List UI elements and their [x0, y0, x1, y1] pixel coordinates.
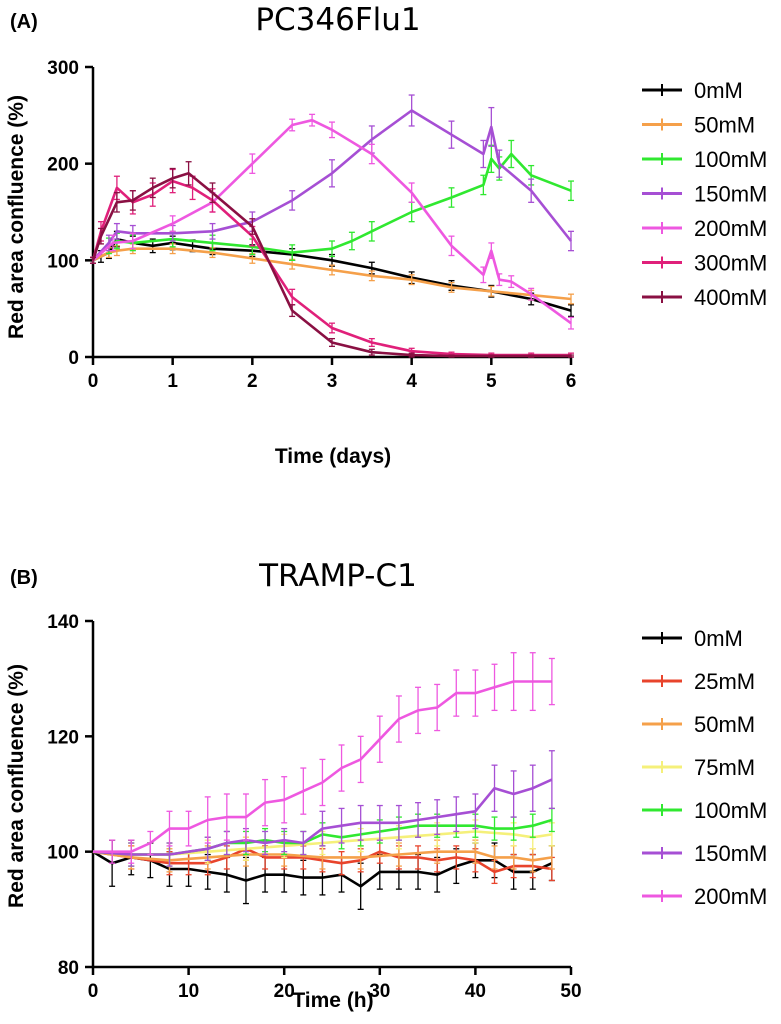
panel-a-y-axis-title: Red area confluence (%) — [5, 95, 28, 339]
panel-b-legend-label: 0mM — [694, 626, 743, 651]
panel-a-legend-label: 400mM — [694, 285, 767, 310]
panel-b-legend-item: 150mM — [642, 841, 767, 866]
panel-a-legend-item: 150mM — [642, 182, 767, 207]
panel-b-legend-item: 75mM — [642, 755, 755, 780]
panel-b-series-0mM — [92, 839, 555, 910]
panel-b-legend-label: 50mM — [694, 712, 755, 737]
panel-b-legend-item: 200mM — [642, 884, 767, 909]
panel-a-series-line — [92, 109, 573, 262]
panel-b-series-line — [93, 680, 552, 853]
panel-b-plot-area: 0 10 20 30 40 50 80 100 120 140 — [47, 612, 581, 1002]
panel-a-series-200mM — [90, 113, 574, 330]
panel-a-legend-label: 300mM — [694, 251, 767, 276]
panel-b-legend-label: 75mM — [694, 755, 755, 780]
panel-b-x-tick-label: 50 — [560, 981, 581, 1002]
panel-a-x-tick-label: 2 — [247, 371, 258, 392]
panel-b-x-tick-label: 20 — [274, 981, 295, 1002]
panel-b-legend-item: 0mM — [642, 626, 743, 651]
panel-a-x-axis-title: Time (days) — [275, 445, 391, 468]
panel-a-legend-label: 200mM — [694, 216, 767, 241]
panel-b-title: TRAMP-C1 — [258, 558, 417, 594]
panel-a-plot-area: 0 1 2 3 4 5 6 0 100 200 300 — [47, 58, 576, 392]
panel-a-legend-item: 50mM — [642, 113, 755, 138]
panel-a-legend-label: 50mM — [694, 113, 755, 138]
panel-a-x-tick-label: 1 — [167, 371, 178, 392]
panel-b-legend: 0mM 25mM 50mM 75mM 100mM 150mM 200mM — [642, 626, 767, 909]
panel-a-x-tick-label: 3 — [327, 371, 338, 392]
panel-b-series-line — [92, 847, 553, 874]
panel-b-x-tick-label: 10 — [178, 981, 199, 1002]
panel-a-legend-item: 200mM — [642, 216, 767, 241]
panel-b-x-axis-title: Time (h) — [292, 989, 373, 1012]
panel-b-y-axis-title: Red area confluence (%) — [5, 664, 28, 908]
panel-b-series-line — [92, 850, 553, 862]
panel-a-legend-item: 400mM — [642, 285, 767, 310]
panel-b-y-tick-label: 100 — [47, 843, 79, 864]
panel-a-title: PC346Flu1 — [255, 2, 420, 38]
panel-a: (A) PC346Flu1 Time (days) Red area confl… — [5, 2, 767, 468]
panel-a-y-tick-label: 300 — [47, 58, 79, 79]
panel-b: (B) TRAMP-C1 Time (h) Red area confluenc… — [5, 558, 767, 1012]
panel-a-legend-item: 0mM — [642, 78, 743, 103]
panel-b-legend-item: 100mM — [642, 798, 767, 823]
panel-a-series-line — [92, 118, 572, 325]
panel-a-series-line — [92, 247, 572, 301]
panel-a-y-tick-label: 0 — [68, 348, 79, 369]
panel-a-y-tick-label: 100 — [47, 251, 79, 272]
panel-a-series-line — [91, 172, 571, 358]
panel-a-legend-item: 300mM — [642, 251, 767, 276]
panel-a-legend-label: 150mM — [694, 182, 767, 207]
panel-b-x-tick-label: 40 — [465, 981, 486, 1002]
panel-b-series-200mM — [93, 652, 555, 864]
panel-a-series-150mM — [90, 94, 574, 264]
panel-a-series-400mM — [90, 161, 574, 358]
panel-a-y-tick-label: 200 — [47, 155, 79, 176]
panel-a-legend-item: 100mM — [642, 147, 767, 172]
panel-b-legend-item: 50mM — [642, 712, 755, 737]
panel-b-x-tick-label: 0 — [88, 981, 99, 1002]
panel-b-legend-label: 200mM — [694, 884, 767, 909]
panel-b-legend-label: 25mM — [694, 669, 755, 694]
panel-b-y-tick-label: 120 — [47, 727, 79, 748]
panel-b-y-tick-label: 140 — [47, 612, 79, 633]
panel-a-x-tick-label: 0 — [88, 371, 99, 392]
panel-a-x-tick-label: 4 — [406, 371, 417, 392]
panel-a-legend: 0mM 50mM 100mM 150mM 200mM 300mM 400mM — [642, 78, 767, 310]
panel-b-label: (B) — [10, 567, 38, 589]
panel-b-y-tick-label: 80 — [58, 958, 79, 979]
panel-b-x-tick-label: 30 — [369, 981, 390, 1002]
panel-a-legend-label: 0mM — [694, 78, 743, 103]
panel-b-legend-item: 25mM — [642, 669, 755, 694]
panel-b-legend-label: 100mM — [694, 798, 767, 823]
panel-b-legend-label: 150mM — [694, 841, 767, 866]
panel-a-x-tick-label: 6 — [566, 371, 577, 392]
panel-a-x-tick-label: 5 — [486, 371, 497, 392]
panel-a-series-line — [91, 179, 571, 357]
panel-a-legend-label: 100mM — [694, 147, 767, 172]
panel-a-label: (A) — [10, 11, 38, 33]
panel-b-series-line — [92, 778, 553, 856]
